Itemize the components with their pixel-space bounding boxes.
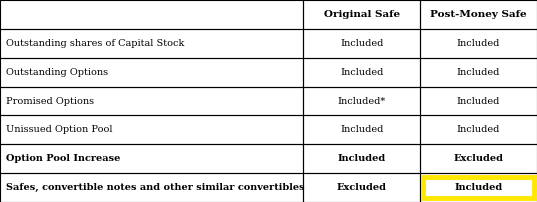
- Bar: [303, 144, 420, 173]
- Bar: [420, 58, 537, 87]
- Bar: [303, 58, 420, 87]
- Text: Outstanding shares of Capital Stock: Outstanding shares of Capital Stock: [6, 39, 185, 48]
- Text: Included: Included: [457, 125, 500, 134]
- Bar: [0, 87, 303, 115]
- Text: Included: Included: [457, 68, 500, 77]
- Text: Included: Included: [340, 39, 383, 48]
- Text: Post-Money Safe: Post-Money Safe: [430, 10, 527, 19]
- Bar: [420, 0, 537, 29]
- Bar: [420, 0, 537, 29]
- Text: Included: Included: [338, 154, 386, 163]
- Text: Option Pool Increase: Option Pool Increase: [6, 154, 121, 163]
- Bar: [303, 29, 420, 58]
- Text: Included: Included: [457, 97, 500, 105]
- Bar: [303, 29, 420, 58]
- Text: Included: Included: [457, 39, 500, 48]
- Bar: [420, 173, 537, 202]
- Bar: [0, 144, 303, 173]
- Text: Included: Included: [454, 183, 503, 192]
- Bar: [0, 87, 303, 115]
- Bar: [303, 0, 420, 29]
- Text: Safes, convertible notes and other similar convertibles: Safes, convertible notes and other simil…: [6, 183, 305, 192]
- Text: Unissued Option Pool: Unissued Option Pool: [6, 125, 113, 134]
- Bar: [303, 87, 420, 115]
- Bar: [420, 173, 537, 202]
- Bar: [420, 87, 537, 115]
- Bar: [0, 173, 303, 202]
- Text: Included*: Included*: [338, 97, 386, 105]
- Bar: [420, 29, 537, 58]
- Bar: [0, 0, 303, 29]
- Bar: [0, 144, 303, 173]
- Bar: [303, 144, 420, 173]
- Bar: [420, 115, 537, 144]
- Bar: [420, 144, 537, 173]
- Bar: [420, 29, 537, 58]
- Bar: [420, 115, 537, 144]
- Bar: [420, 87, 537, 115]
- Bar: [303, 173, 420, 202]
- Text: Excluded: Excluded: [453, 154, 504, 163]
- Bar: [423, 177, 534, 198]
- Bar: [0, 115, 303, 144]
- Bar: [303, 115, 420, 144]
- Text: Promised Options: Promised Options: [6, 97, 95, 105]
- Bar: [420, 58, 537, 87]
- Bar: [303, 87, 420, 115]
- Bar: [303, 173, 420, 202]
- Bar: [303, 58, 420, 87]
- Text: Included: Included: [340, 68, 383, 77]
- Bar: [0, 58, 303, 87]
- Bar: [0, 0, 303, 29]
- Bar: [0, 173, 303, 202]
- Bar: [420, 144, 537, 173]
- Bar: [0, 58, 303, 87]
- Bar: [303, 115, 420, 144]
- Bar: [0, 115, 303, 144]
- Bar: [0, 29, 303, 58]
- Text: Included: Included: [340, 125, 383, 134]
- Text: Original Safe: Original Safe: [324, 10, 400, 19]
- Bar: [0, 29, 303, 58]
- Text: Outstanding Options: Outstanding Options: [6, 68, 108, 77]
- Text: Excluded: Excluded: [337, 183, 387, 192]
- Bar: [303, 0, 420, 29]
